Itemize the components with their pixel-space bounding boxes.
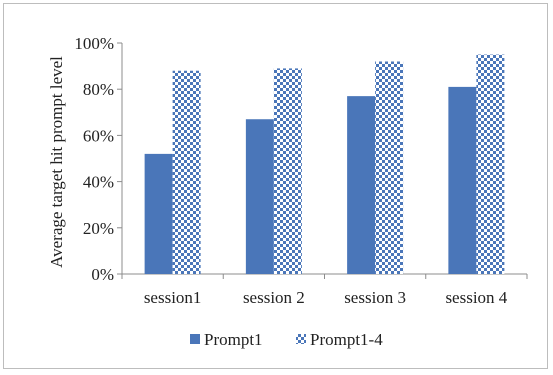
bar-prompt1-4-3 bbox=[375, 61, 404, 275]
y-tick-label: 60% bbox=[83, 126, 114, 145]
y-tick-label: 0% bbox=[91, 265, 114, 284]
y-tick-label: 100% bbox=[74, 34, 114, 53]
bar-chart: Average target hit prompt level 0% 20% 40%… bbox=[47, 34, 528, 349]
x-category-label: session 2 bbox=[243, 288, 305, 307]
bar-prompt1-1 bbox=[144, 153, 173, 274]
x-category-label: session1 bbox=[144, 288, 202, 307]
y-tick-label: 20% bbox=[83, 219, 114, 238]
chart-frame: Average target hit prompt level 0% 20% 40%… bbox=[3, 3, 548, 369]
bar-prompt1-4-1 bbox=[172, 70, 201, 274]
y-tick-label: 40% bbox=[83, 173, 114, 192]
legend-label: Prompt1 bbox=[204, 330, 263, 349]
y-axis-label: Average target hit prompt level bbox=[47, 56, 66, 268]
legend-swatch bbox=[190, 334, 200, 344]
bar-prompt1-4-4 bbox=[476, 54, 505, 274]
bar-prompt1-2 bbox=[245, 119, 274, 274]
x-category-label: session 3 bbox=[344, 288, 406, 307]
bar-prompt1-4 bbox=[448, 86, 477, 274]
y-tick-label: 80% bbox=[83, 80, 114, 99]
bar-prompt1-3 bbox=[347, 96, 376, 274]
legend-swatch bbox=[296, 334, 306, 344]
x-category-label: session 4 bbox=[445, 288, 507, 307]
bar-prompt1-4-2 bbox=[273, 68, 302, 274]
legend-label: Prompt1-4 bbox=[310, 330, 383, 349]
